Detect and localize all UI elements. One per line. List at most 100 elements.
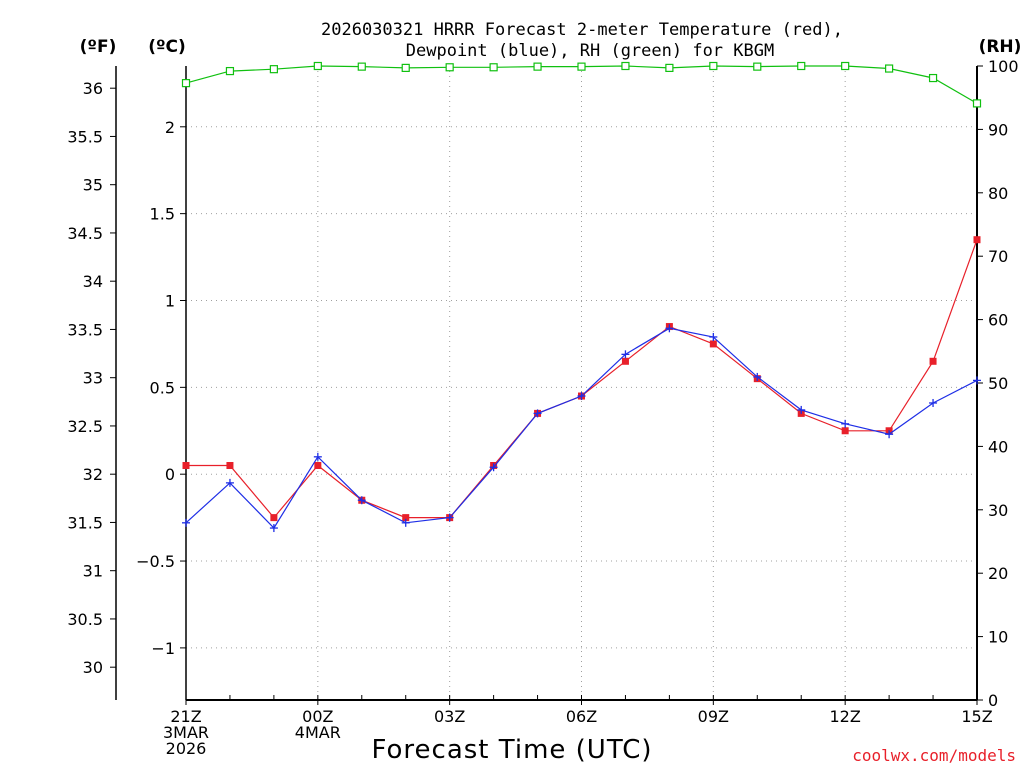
rh-point [621,61,630,71]
rh-point [928,73,938,83]
chart-title-line2: Dewpoint (blue), RH (green) for KBGM [406,41,774,61]
rh-point [225,66,235,76]
rh-tick-label: 10 [988,628,1008,647]
rh-tick-label: 90 [988,120,1008,139]
fahrenheit-tick-label: 32.5 [67,417,103,436]
fahrenheit-tick-label: 33 [83,369,103,388]
rh-point [577,62,586,71]
rh-tick-label: 70 [988,247,1008,266]
rh-point [489,63,498,72]
celsius-tick-label: −1 [151,639,175,658]
dewpoint-point [225,478,234,487]
rh-tick-label: 80 [988,184,1008,203]
x-axis-label: Forecast Time (UTC) [371,735,652,765]
temperature-point [314,462,322,470]
celsius-tick-label: 1 [165,291,175,310]
temperature-point [270,514,278,522]
rh-point [665,63,674,73]
x-tick-label: 03Z [434,707,465,726]
rh-tick-label: 30 [988,501,1008,520]
dewpoint-point [577,392,586,401]
rh-tick-label: 20 [988,564,1008,583]
fahrenheit-tick-label: 31 [83,562,103,581]
fahrenheit-tick-label: 31.5 [67,513,103,532]
fahrenheit-tick-label: 35.5 [67,127,103,146]
rh-point [357,62,366,71]
temperature-point [402,514,410,522]
celsius-tick-label: 0.5 [150,378,175,397]
x-tick-label: 2026 [166,739,207,758]
rh-point [841,61,850,71]
x-tick-label: 15Z [961,707,992,726]
rh-point [269,65,278,74]
dewpoint-point [489,463,498,472]
temperature-point [709,340,717,348]
rh-point [709,61,718,71]
x-tick-label: 06Z [566,707,597,726]
temperature-point [621,357,629,365]
x-tick-label: 00Z [302,707,333,726]
fahrenheit-tick-label: 32 [83,465,103,484]
dewpoint-point [665,324,674,333]
dewpoint-point [929,398,938,407]
fahrenheit-tick-label: 34 [83,272,103,291]
dewpoint-point [401,518,410,527]
x-tick-label: 21Z [170,707,201,726]
rh-point [753,62,762,71]
fahrenheit-tick-label: 33.5 [67,320,103,339]
dewpoint-point [182,518,190,527]
rh-point [313,61,322,71]
rh-point [445,63,454,72]
dewpoint-point [533,409,542,418]
temperature-point [929,357,937,365]
dewpoint-point [753,372,762,381]
series-layer [181,61,982,533]
fahrenheit-tick-label: 30 [83,658,103,677]
rh-tick-label: 0 [988,691,998,710]
temperature-point [973,236,981,244]
celsius-tick-label: −0.5 [136,552,175,571]
dewpoint-point [709,332,718,341]
chart-title-line1: 2026030321 HRRR Forecast 2-meter Tempera… [321,20,843,40]
fahrenheit-tick-label: 36 [83,79,103,98]
dewpoint-point [841,419,850,428]
dewpoint-point [973,376,981,385]
x-tick-label: 4MAR [295,723,341,742]
dewpoint-point [445,513,454,522]
celsius-tick-label: 1.5 [150,205,175,224]
rh-unit-label: (RH) [979,37,1022,57]
grid-lines [186,66,977,700]
x-tick-label: 12Z [830,707,861,726]
temperature-point [182,462,190,470]
rh-point [797,61,806,71]
celsius-unit-label: (ºC) [148,37,186,57]
rh-tick-label: 50 [988,374,1008,393]
fahrenheit-tick-label: 35 [83,176,103,195]
dewpoint-point [269,524,278,533]
rh-tick-label: 40 [988,437,1008,456]
credit-link[interactable]: coolwx.com/models [852,746,1016,765]
dewpoint-point [797,405,806,414]
celsius-tick-label: 0 [165,465,175,484]
dewpoint-point [621,350,630,359]
rh-tick-label: 100 [988,57,1019,76]
x-tick-label: 09Z [698,707,729,726]
rh-point [885,64,894,73]
dewpoint-point [313,452,322,461]
celsius-tick-label: 2 [165,118,175,137]
rh-point [972,99,982,108]
fahrenheit-tick-label: 30.5 [67,610,103,629]
temperature-point [841,427,849,435]
rh-point [401,63,410,73]
fahrenheit-tick-label: 34.5 [67,224,103,243]
temperature-point [226,462,234,470]
dewpoint-point [885,430,894,439]
x-tick-label: 3MAR [163,723,209,742]
rh-tick-label: 60 [988,311,1008,330]
dewpoint-point [357,496,366,505]
fahrenheit-unit-label: (ºF) [80,37,117,57]
rh-point [181,79,191,88]
rh-point [533,62,542,71]
